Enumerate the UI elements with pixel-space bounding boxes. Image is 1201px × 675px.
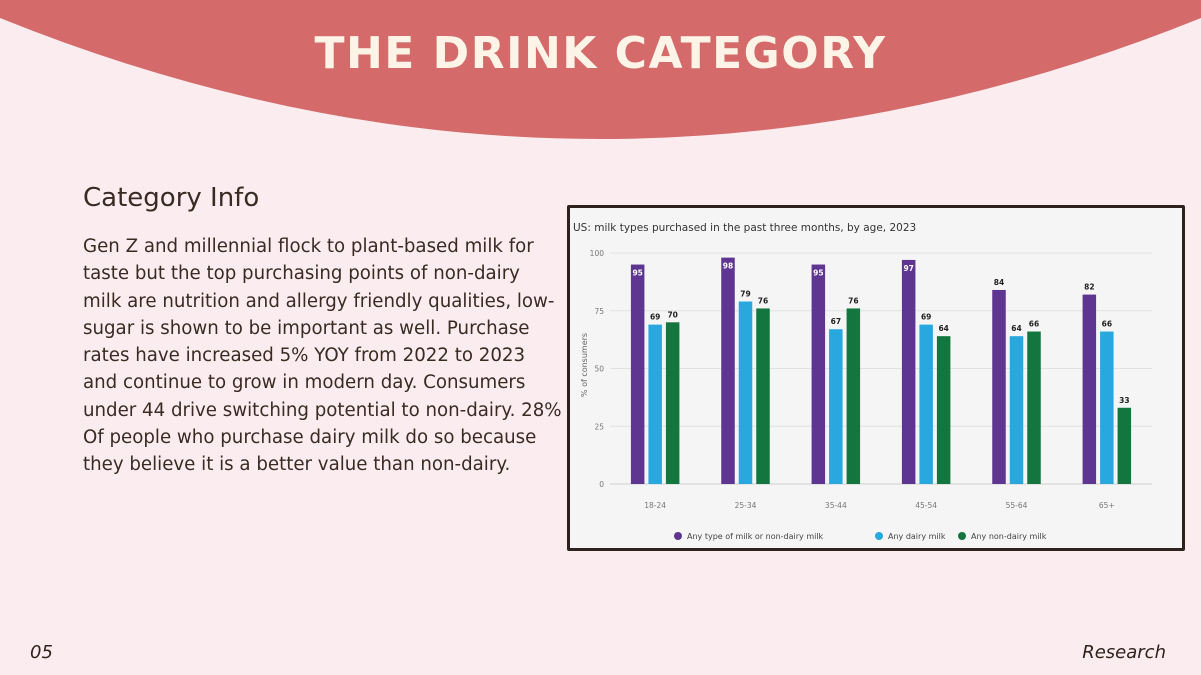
data-label: 79	[740, 290, 750, 299]
bar	[829, 329, 843, 484]
bar	[665, 322, 680, 484]
data-label: 76	[758, 296, 768, 305]
bar	[936, 336, 951, 484]
bar	[992, 289, 1006, 484]
x-tick-label: 65+	[1099, 501, 1115, 510]
data-label: 33	[1119, 396, 1129, 405]
bar	[811, 264, 826, 484]
milk-types-bar-chart: US: milk types purchased in the past thr…	[573, 222, 1152, 541]
x-tick-label: 35-44	[825, 501, 847, 510]
bar	[1009, 336, 1024, 484]
bar	[901, 259, 916, 484]
title-banner	[0, 0, 1201, 139]
bar	[738, 301, 753, 484]
bar	[1117, 407, 1132, 484]
data-label: 67	[831, 317, 841, 326]
x-tick-label: 18-24	[644, 501, 666, 510]
data-label: 82	[1084, 283, 1094, 292]
legend-marker	[674, 532, 682, 540]
data-label: 97	[903, 264, 913, 273]
x-tick-label: 25-34	[735, 501, 757, 510]
x-tick-label: 45-54	[915, 501, 937, 510]
y-tick-label: 100	[590, 249, 605, 258]
page-number: 05	[30, 642, 53, 663]
data-label: 69	[921, 313, 931, 322]
category-info-text: Gen Z and millennial flock to plant-base…	[83, 236, 562, 476]
bar	[846, 308, 861, 484]
chart-frame: US: milk types purchased in the past thr…	[567, 205, 1185, 551]
y-tick-label: 75	[594, 307, 604, 316]
data-label: 95	[813, 269, 823, 278]
bar	[1100, 331, 1114, 484]
data-label: 95	[632, 269, 642, 278]
bar	[1027, 331, 1041, 484]
bar	[1082, 294, 1097, 484]
chart-title: US: milk types purchased in the past thr…	[573, 222, 916, 234]
slide-title: THE DRINK CATEGORY	[314, 28, 887, 79]
y-tick-label: 50	[594, 365, 604, 374]
data-label: 64	[938, 324, 948, 333]
y-tick-label: 0	[599, 480, 604, 489]
bar	[721, 257, 735, 484]
legend-marker	[958, 532, 966, 540]
data-label: 70	[667, 310, 677, 319]
data-label: 66	[1102, 320, 1112, 329]
bar	[756, 308, 770, 484]
banner-arc	[0, 0, 1201, 139]
data-label: 64	[1011, 324, 1021, 333]
data-label: 66	[1029, 320, 1039, 329]
y-tick-label: 25	[594, 422, 604, 431]
bar	[630, 264, 645, 484]
bar	[648, 324, 662, 484]
data-label: 69	[650, 313, 660, 322]
y-axis-label: % of consumers	[580, 333, 589, 397]
data-label: 76	[848, 296, 858, 305]
data-label: 84	[994, 278, 1004, 287]
legend-label: Any non-dairy milk	[971, 532, 1047, 541]
legend-label: Any dairy milk	[888, 532, 946, 541]
data-label: 98	[723, 262, 733, 271]
bar	[919, 324, 933, 484]
footer-section-label: Research	[1082, 642, 1166, 663]
legend-label: Any type of milk or non-dairy milk	[687, 532, 824, 541]
legend-marker	[875, 532, 883, 540]
x-tick-label: 55-64	[1006, 501, 1028, 510]
section-heading: Category Info	[83, 183, 260, 213]
